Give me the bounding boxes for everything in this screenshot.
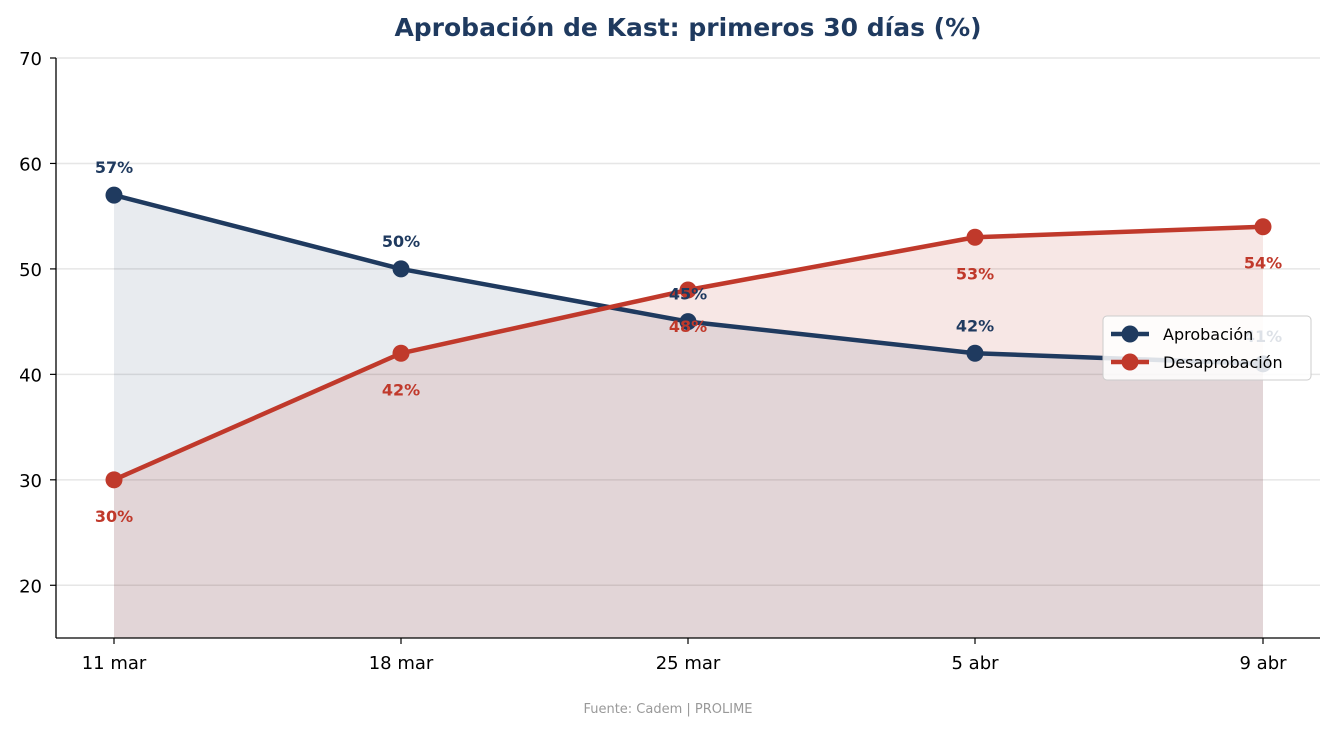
y-tick-label: 50 bbox=[19, 260, 42, 281]
x-tick-label: 11 mar bbox=[82, 653, 147, 674]
data-label-desaprobacion: 54% bbox=[1244, 254, 1282, 273]
data-label-aprobacion: 57% bbox=[95, 158, 133, 177]
data-point-desaprobacion bbox=[966, 228, 984, 246]
y-tick-label: 30 bbox=[19, 471, 42, 492]
legend-marker-aprobacion bbox=[1121, 325, 1139, 343]
y-tick-label: 40 bbox=[19, 365, 42, 386]
chart-title: Aprobación de Kast: primeros 30 días (%) bbox=[394, 13, 981, 42]
y-tick-label: 20 bbox=[19, 576, 42, 597]
data-point-aprobacion bbox=[392, 260, 410, 278]
data-point-aprobacion bbox=[966, 344, 984, 362]
legend: Aprobación Desaprobación bbox=[1102, 315, 1312, 381]
area-aprobacion bbox=[114, 195, 1263, 638]
data-point-aprobacion bbox=[679, 313, 697, 331]
area-fills bbox=[114, 195, 1263, 638]
data-labels: 57%50%45%42%41%30%42%48%53%54% bbox=[95, 158, 1282, 526]
legend-marker-desaprobacion bbox=[1121, 353, 1139, 371]
data-label-desaprobacion: 30% bbox=[95, 507, 133, 526]
legend-label-aprobacion: Aprobación bbox=[1163, 325, 1253, 344]
data-label-desaprobacion: 48% bbox=[669, 317, 707, 336]
data-label-aprobacion: 50% bbox=[382, 232, 420, 251]
x-tick-label: 25 mar bbox=[656, 653, 721, 674]
y-tick-label: 60 bbox=[19, 154, 42, 175]
area-desaprobacion bbox=[114, 226, 1263, 638]
y-axis-ticks: 20 30 40 50 60 70 bbox=[19, 49, 56, 597]
x-tick-label: 9 abr bbox=[1239, 653, 1287, 674]
x-tick-label: 18 mar bbox=[369, 653, 434, 674]
y-tick-label: 70 bbox=[19, 49, 42, 70]
data-label-aprobacion: 42% bbox=[956, 316, 994, 335]
data-label-desaprobacion: 53% bbox=[956, 264, 994, 283]
data-point-desaprobacion bbox=[679, 281, 697, 299]
data-label-desaprobacion: 42% bbox=[382, 380, 420, 399]
series-points bbox=[105, 186, 1272, 489]
data-point-desaprobacion bbox=[1254, 218, 1272, 236]
data-point-desaprobacion bbox=[105, 471, 123, 489]
data-point-desaprobacion bbox=[392, 344, 410, 362]
data-label-aprobacion: 45% bbox=[669, 285, 707, 304]
x-axis-ticks: 11 mar 18 mar 25 mar 5 abr 9 abr bbox=[82, 638, 1287, 674]
grid bbox=[56, 57, 1320, 587]
source-note: Fuente: Cadem | PROLIME bbox=[583, 702, 752, 717]
legend-box bbox=[1102, 315, 1312, 381]
data-point-aprobacion bbox=[105, 186, 123, 204]
x-tick-label: 5 abr bbox=[951, 653, 999, 674]
legend-label-desaprobacion: Desaprobación bbox=[1163, 353, 1283, 372]
